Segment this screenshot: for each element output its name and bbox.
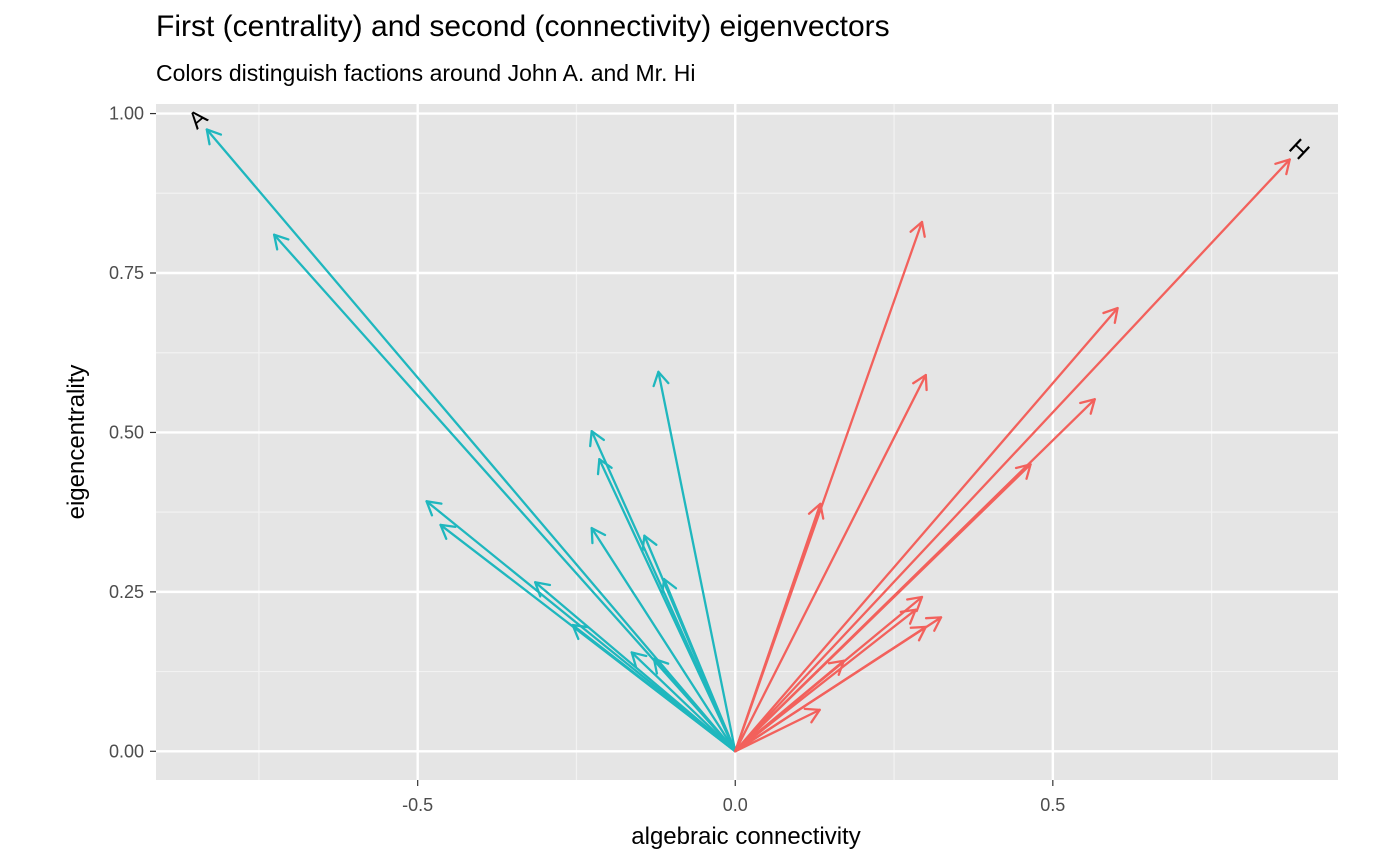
arrow-layer: [205, 128, 1291, 753]
arrow-head: [652, 370, 670, 388]
arrow-shaft: [734, 625, 927, 753]
arrow-head: [425, 500, 443, 517]
arrow-shaft: [590, 526, 737, 753]
y-axis-label: eigencentrality: [63, 365, 90, 520]
x-axis-label: algebraic connectivity: [631, 823, 860, 850]
x-tick-label: 0.5: [1040, 795, 1065, 815]
arrow-head: [589, 430, 606, 448]
arrow-shaft: [734, 463, 1032, 753]
arrow-shaft: [734, 158, 1291, 753]
arrow-head: [534, 581, 552, 598]
arrow-head: [590, 526, 607, 545]
arrow-john_a: [630, 651, 737, 753]
arrow-shaft: [734, 708, 821, 753]
arrow-john_a: [571, 623, 737, 753]
x-tick-label: 0.0: [723, 795, 748, 815]
arrow-head: [909, 625, 927, 642]
arrow-head: [807, 502, 825, 520]
arrow-mr_hi: [734, 625, 927, 753]
arrow-head: [1102, 306, 1119, 324]
y-tick-label: 0.50: [109, 422, 144, 442]
arrow-shaft: [657, 370, 737, 753]
arrow-shaft: [734, 306, 1119, 753]
y-tick-label: 0.75: [109, 263, 144, 283]
tick-layer: -0.5 0.0 0.5 0.00 0.25 0.50 0.75 1.00: [109, 104, 1065, 815]
arrow-shaft: [571, 623, 737, 753]
arrow-head: [439, 523, 457, 540]
arrow-head: [205, 128, 223, 146]
arrow-shaft: [652, 657, 737, 753]
arrow-mr_hi: [734, 502, 825, 753]
arrow-head: [272, 233, 290, 251]
arrow-head: [827, 659, 846, 676]
arrow-mr_hi: [734, 306, 1119, 753]
arrow-john_a: [205, 128, 737, 753]
arrow-head: [660, 577, 678, 596]
arrow-shaft: [662, 577, 737, 753]
arrow-mr_hi: [734, 373, 928, 753]
arrow-head: [630, 651, 648, 668]
arrow-head: [803, 707, 821, 724]
y-tick-label: 1.00: [109, 104, 144, 124]
arrow-head: [571, 623, 589, 641]
arrow-shaft: [734, 373, 927, 753]
arrow-head: [1274, 158, 1291, 176]
arrow-mr_hi: [734, 707, 821, 753]
chart-subtitle: Colors distinguish factions around John …: [156, 60, 696, 86]
grid-lines: [156, 104, 1338, 780]
arrow-mr_hi: [734, 463, 1032, 753]
arrow-head: [924, 616, 943, 632]
arrow-john_a: [596, 458, 737, 753]
arrow-shaft: [630, 651, 737, 753]
arrow-shaft: [598, 458, 737, 753]
arrow-mr_hi: [734, 158, 1291, 753]
arrow-shaft: [205, 128, 737, 753]
arrow-head: [906, 595, 924, 613]
arrow-head: [912, 373, 928, 392]
arrow-john_a: [590, 526, 737, 753]
arrow-head: [909, 220, 926, 238]
arrow-john_a: [652, 370, 737, 753]
plot-panel: [156, 104, 1338, 780]
arrow-shaft: [734, 659, 846, 753]
arrow-mr_hi: [734, 659, 846, 753]
arrow-head: [1079, 398, 1096, 415]
arrow-shaft: [734, 502, 822, 753]
arrow-head: [652, 657, 670, 675]
x-tick-label: -0.5: [402, 795, 433, 815]
arrow-john_a: [660, 577, 737, 753]
arrow-head: [1014, 463, 1032, 480]
arrow-head: [641, 534, 658, 552]
arrow-head: [899, 608, 917, 625]
arrow-head: [596, 458, 613, 476]
y-tick-label: 0.25: [109, 582, 144, 602]
chart-title: First (centrality) and second (connectiv…: [156, 10, 890, 43]
arrow-john_a: [652, 657, 737, 753]
y-tick-label: 0.00: [109, 741, 144, 761]
